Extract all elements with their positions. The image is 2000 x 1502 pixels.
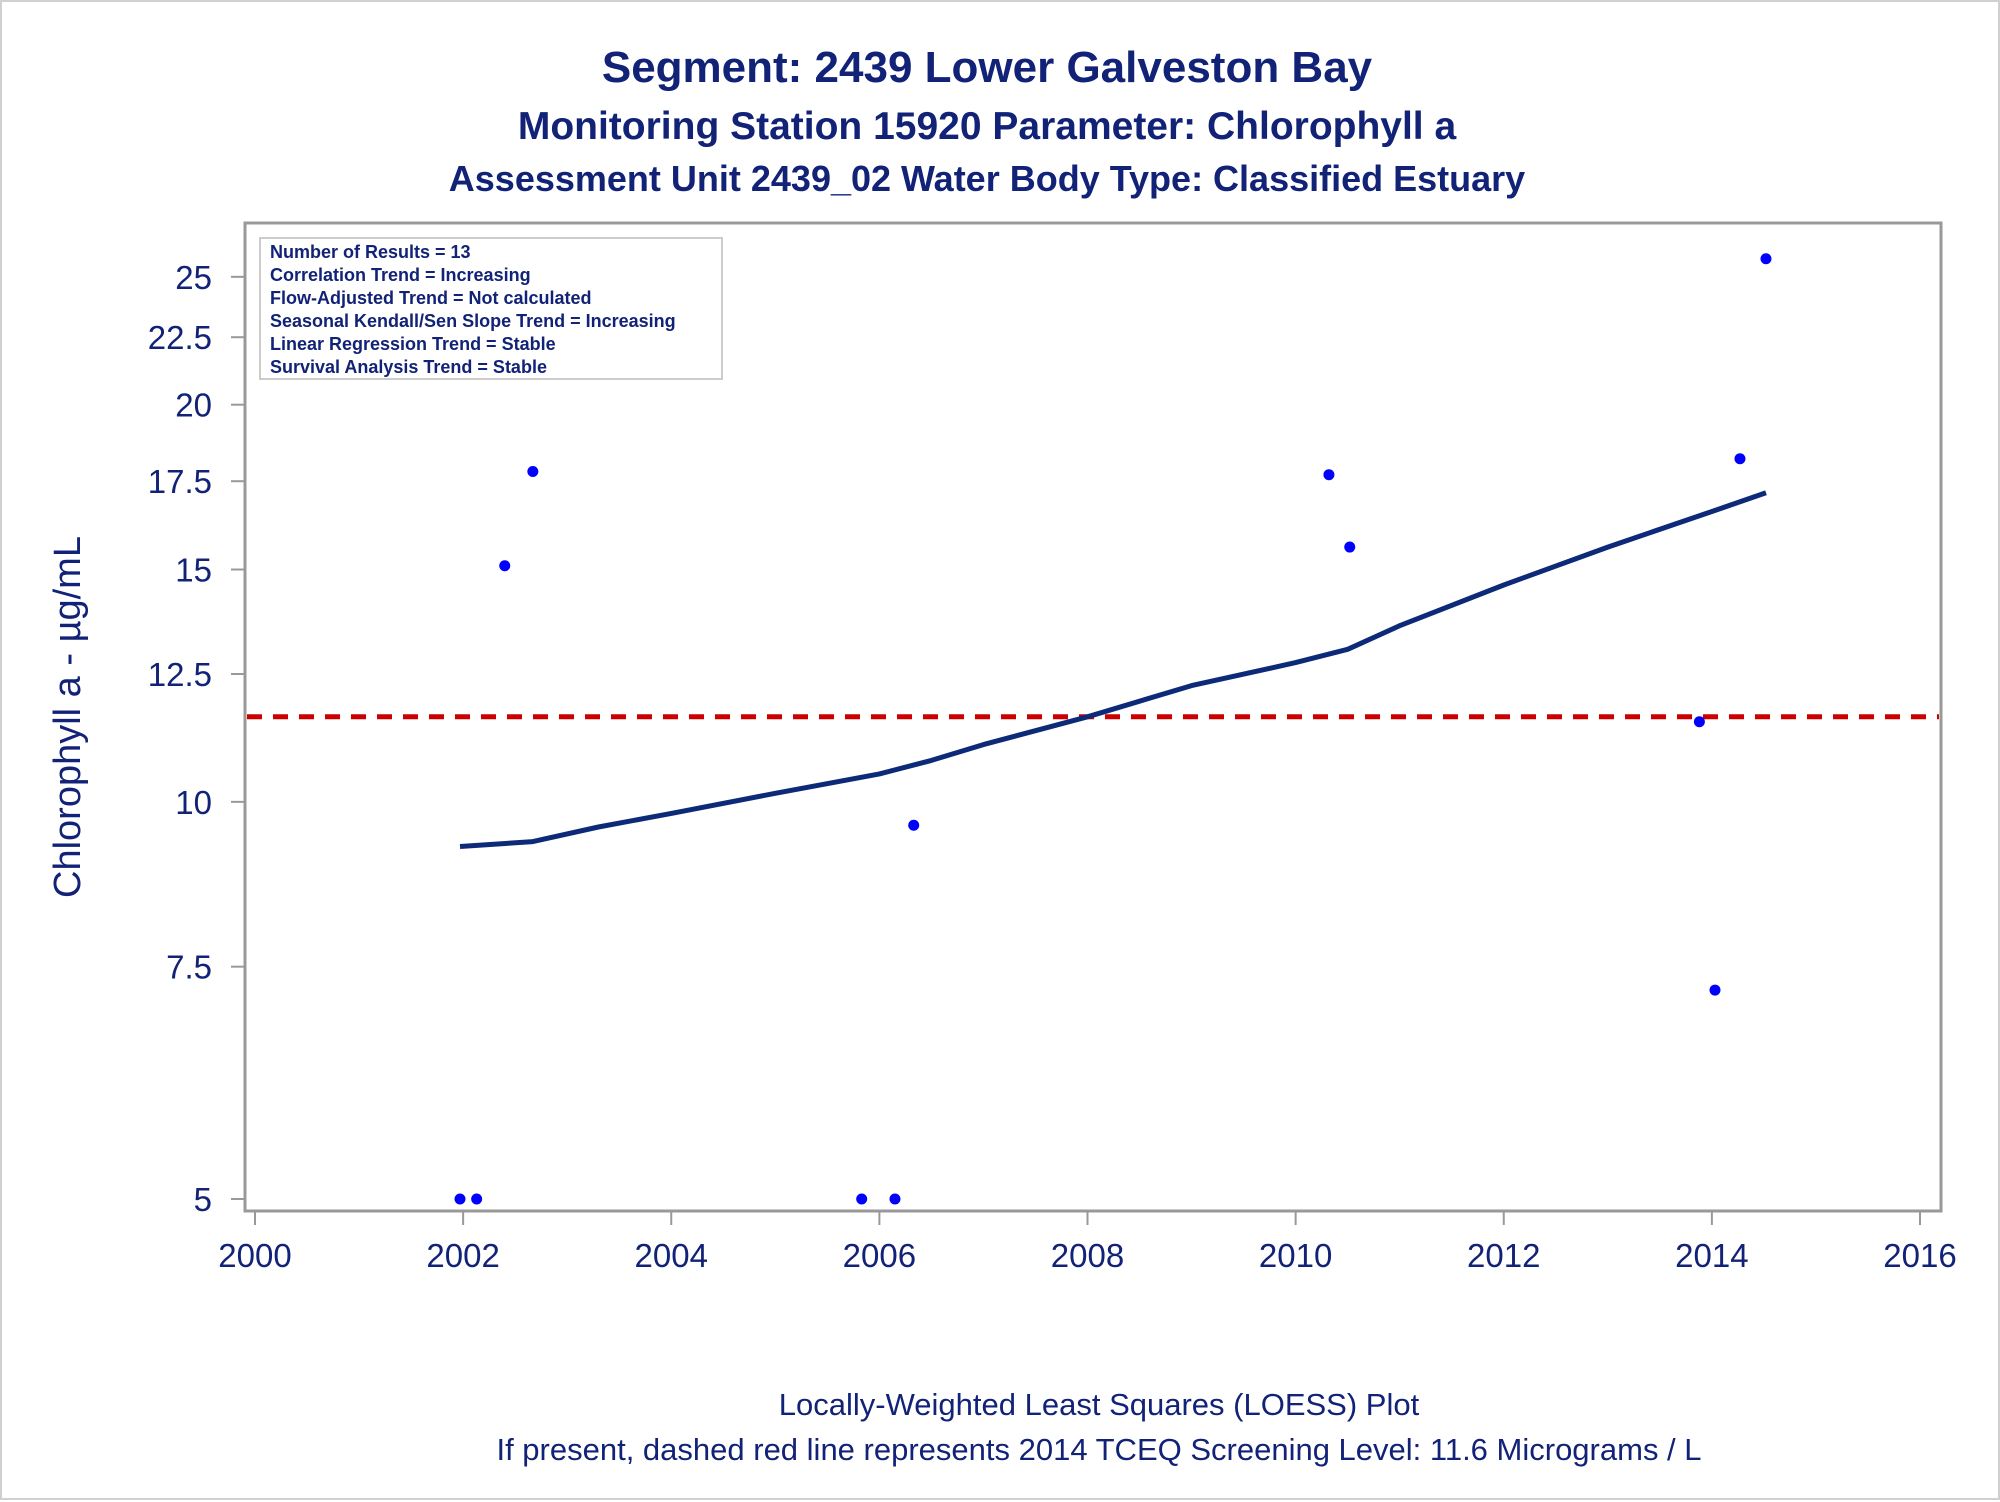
data-point bbox=[1344, 541, 1356, 553]
footnote-loess: Locally-Weighted Least Squares (LOESS) P… bbox=[779, 1387, 1420, 1422]
stat-survival-analysis-trend: Survival Analysis Trend = Stable bbox=[270, 357, 547, 377]
data-point bbox=[1734, 453, 1746, 465]
stat-flow-adjusted-trend: Flow-Adjusted Trend = Not calculated bbox=[270, 288, 592, 308]
x-tick-label: 2000 bbox=[218, 1237, 291, 1274]
x-tick-label: 2008 bbox=[1051, 1237, 1124, 1274]
stat-seasonal-kendall-trend: Seasonal Kendall/Sen Slope Trend = Incre… bbox=[270, 311, 676, 331]
data-point bbox=[527, 465, 539, 477]
y-tick-label: 5 bbox=[194, 1181, 212, 1218]
data-point bbox=[889, 1193, 901, 1205]
y-tick-label: 15 bbox=[175, 552, 212, 589]
chart-title: Segment: 2439 Lower Galveston Bay bbox=[602, 43, 1373, 92]
data-point bbox=[499, 560, 511, 572]
x-tick-label: 2004 bbox=[635, 1237, 708, 1274]
data-point bbox=[454, 1193, 466, 1205]
data-point bbox=[908, 819, 920, 831]
trend-stats-box: Number of Results = 13 Correlation Trend… bbox=[259, 237, 723, 380]
x-tick-label: 2002 bbox=[426, 1237, 499, 1274]
x-tick-label: 2012 bbox=[1467, 1237, 1540, 1274]
chart-subtitle-station: Monitoring Station 15920 Parameter: Chlo… bbox=[518, 105, 1457, 148]
data-point bbox=[856, 1193, 868, 1205]
y-tick-label: 7.5 bbox=[166, 949, 212, 986]
x-tick-label: 2016 bbox=[1883, 1237, 1956, 1274]
data-point bbox=[471, 1193, 483, 1205]
stat-correlation-trend: Correlation Trend = Increasing bbox=[270, 265, 531, 285]
x-tick-label: 2014 bbox=[1675, 1237, 1748, 1274]
stat-number-of-results: Number of Results = 13 bbox=[270, 242, 471, 262]
y-tick-label: 25 bbox=[175, 259, 212, 296]
plot-area-border bbox=[243, 221, 1943, 1213]
trend-stats-box-border bbox=[259, 237, 723, 380]
data-point bbox=[1693, 716, 1705, 728]
y-tick-label: 12.5 bbox=[148, 656, 212, 693]
loess-trend-line bbox=[459, 490, 1767, 849]
data-points bbox=[454, 253, 1772, 1205]
stat-linear-regression-trend: Linear Regression Trend = Stable bbox=[270, 334, 556, 354]
x-tick-label: 2006 bbox=[843, 1237, 916, 1274]
x-tick-label: 2010 bbox=[1259, 1237, 1332, 1274]
x-axis: 2000 2002 2004 2006 2008 2010 2012 2014 2016 bbox=[218, 1211, 1957, 1274]
footnote-screening-level: If present, dashed red line represents 2… bbox=[496, 1432, 1701, 1467]
y-tick-label: 22.5 bbox=[148, 319, 212, 356]
y-tick-label: 17.5 bbox=[148, 463, 212, 500]
data-point bbox=[1323, 469, 1335, 481]
chart-subtitle-assessment: Assessment Unit 2439_02 Water Body Type:… bbox=[449, 158, 1525, 199]
y-axis: 5 7.5 10 12.5 15 17.5 20 22.5 25 bbox=[148, 259, 245, 1218]
data-point bbox=[1760, 253, 1772, 265]
data-point bbox=[1709, 984, 1721, 996]
y-axis-label: Chlorophyll a - µg/mL bbox=[47, 536, 89, 898]
y-tick-label: 20 bbox=[175, 387, 212, 424]
y-tick-label: 10 bbox=[175, 784, 212, 821]
